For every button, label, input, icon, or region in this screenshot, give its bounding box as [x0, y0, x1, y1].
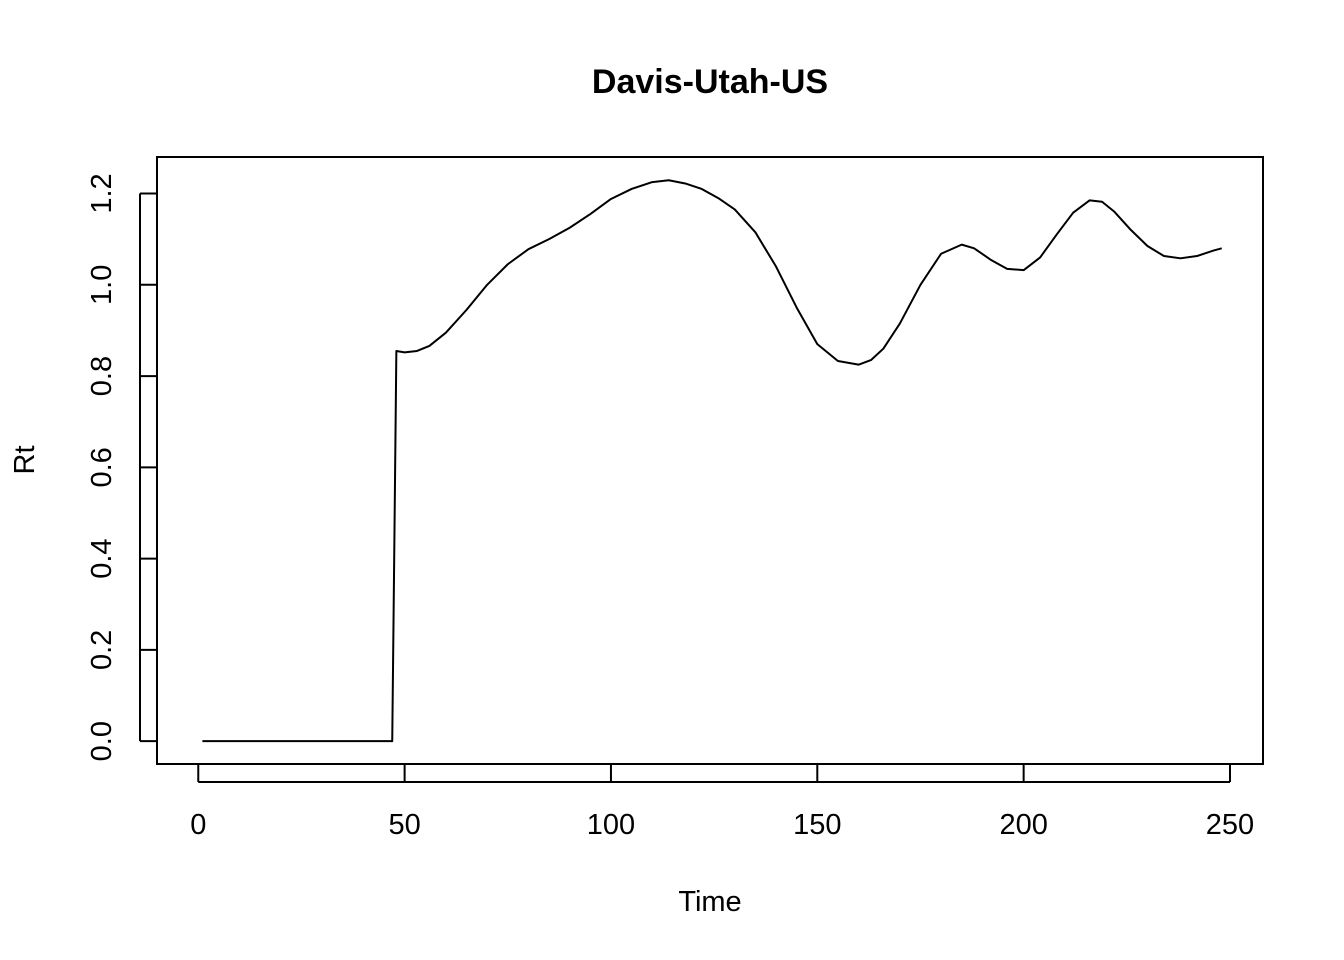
x-tick-label: 100 — [587, 809, 635, 841]
x-tick-label: 50 — [388, 809, 420, 841]
y-axis: 0.0 0.2 0.4 0.6 0.8 1.0 1.2 — [86, 173, 158, 761]
y-axis-label: Rt — [9, 446, 41, 475]
rt-series-line — [202, 179, 1222, 743]
y-tick-label: 0.8 — [86, 356, 118, 396]
x-tick-label: 250 — [1206, 809, 1254, 841]
x-tick-label: 200 — [999, 809, 1047, 841]
x-axis-label: Time — [678, 886, 741, 918]
x-tick-label: 150 — [793, 809, 841, 841]
x-axis: 0 50 100 150 200 250 — [190, 764, 1254, 841]
y-tick-label: 1.2 — [86, 173, 118, 213]
plot-frame — [156, 156, 1264, 765]
y-tick-label: 0.0 — [86, 721, 118, 761]
y-tick-label: 0.4 — [86, 538, 118, 578]
y-tick-label: 0.6 — [86, 447, 118, 487]
x-tick-label: 0 — [190, 809, 206, 841]
y-tick-label: 1.0 — [86, 265, 118, 305]
chart-title: Davis-Utah-US — [592, 63, 828, 101]
y-tick-label: 0.2 — [86, 630, 118, 670]
